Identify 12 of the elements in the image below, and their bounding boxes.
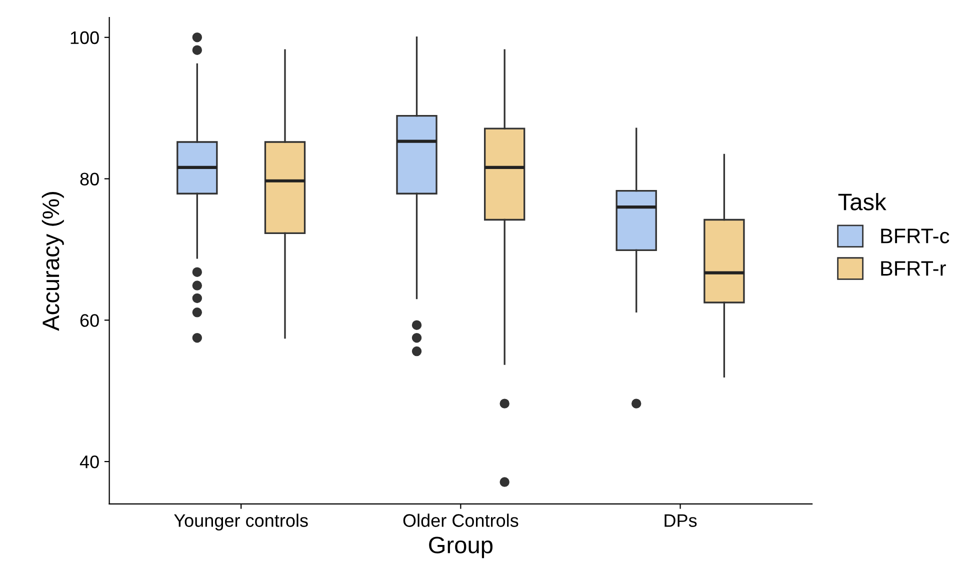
legend-label: BFRT-r [881,261,946,276]
legend-label: BFRT-c [881,228,950,244]
y-axis-title: Accuracy (%) [42,192,64,331]
y-tick-label: 100 [70,31,99,44]
x-tick-label: Younger controls [174,514,308,531]
x-axis-title: Group [429,536,492,558]
x-tick-label: DPs [664,514,697,527]
y-tick-label: 40 [80,455,99,468]
y-tick-label: 80 [80,172,99,186]
x-tick-label: Older Controls [403,514,518,527]
y-tick-label: 60 [80,314,99,327]
legend-title: Task [838,193,886,210]
